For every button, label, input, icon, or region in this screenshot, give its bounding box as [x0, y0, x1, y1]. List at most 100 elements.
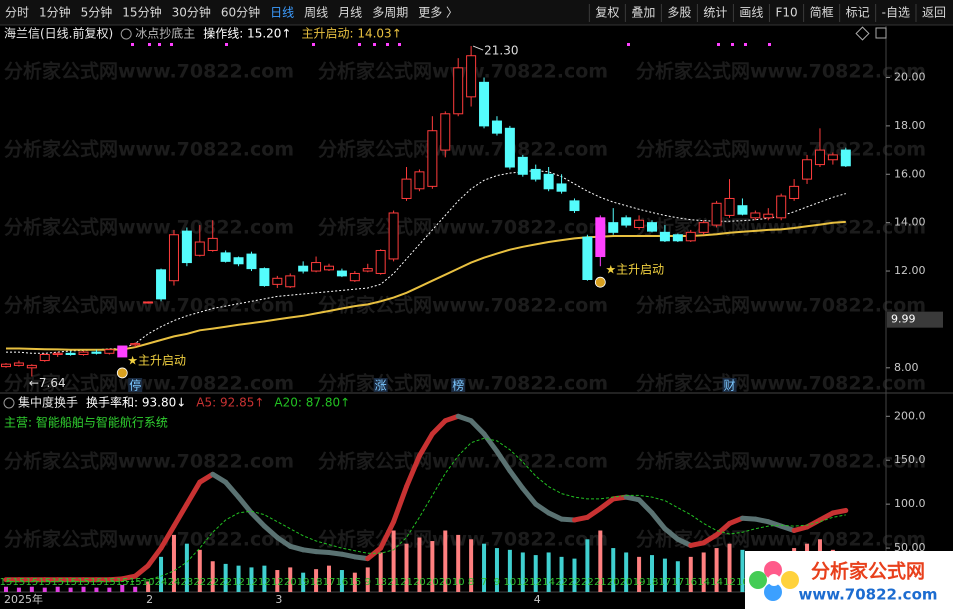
signal-annotation: ★主升启动	[127, 353, 186, 367]
candle-body	[13, 362, 24, 366]
candle-body	[685, 231, 696, 242]
a5-segment	[248, 510, 267, 529]
signal-dot	[398, 43, 401, 46]
tool-button[interactable]: 画线	[739, 6, 763, 20]
tool-button[interactable]: -自选	[882, 6, 910, 20]
signal-dot	[312, 43, 315, 46]
tool-button[interactable]: 返回	[922, 6, 946, 20]
candle-body	[1, 363, 11, 368]
candle-body	[336, 270, 347, 277]
period-tab[interactable]: 5分钟	[81, 5, 113, 20]
business-note: 主营: 智能船舶与智能航行系统	[4, 415, 168, 430]
signal-annotation: ★主升启动	[605, 263, 664, 277]
candle-body	[724, 197, 735, 216]
candle-body	[156, 269, 167, 300]
turnover-bar	[443, 530, 448, 592]
logo-petal	[764, 583, 782, 601]
turnover-bar	[585, 539, 590, 592]
a5-segment	[468, 418, 487, 437]
turnover-bar	[171, 534, 176, 592]
watermark: 分析家公式网www.70822.com	[4, 450, 294, 473]
period-tab[interactable]: 月线	[338, 6, 362, 20]
period-tab[interactable]: 1分钟	[39, 5, 71, 20]
box-icon[interactable]	[875, 27, 887, 39]
tool-button[interactable]: 标记	[846, 6, 870, 20]
turnover-bar	[404, 543, 409, 592]
watermark: 分析家公式网www.70822.com	[4, 60, 294, 83]
watermark: 分析家公式网www.70822.com	[636, 294, 926, 317]
candle-body	[194, 241, 205, 256]
period-tab[interactable]: 周线	[304, 6, 328, 20]
candle-body	[840, 149, 851, 167]
candle-body	[272, 277, 283, 285]
day-value: 16	[684, 577, 697, 588]
day-value: 20	[284, 577, 297, 588]
diamond-icon[interactable]	[855, 26, 870, 41]
signal-dot	[731, 43, 734, 46]
tool-button[interactable]: 复权	[595, 6, 619, 20]
candle-body	[414, 171, 425, 190]
tool-button[interactable]: 统计	[703, 6, 727, 20]
tool-button[interactable]: 简框	[810, 6, 834, 20]
toolbar	[0, 0, 953, 25]
candle-body	[479, 81, 490, 127]
candle-body	[634, 219, 645, 228]
day-value: 22	[581, 577, 594, 588]
y-tick-label: 14.00	[894, 216, 926, 229]
turnover-bar	[81, 586, 86, 592]
event-box	[722, 378, 737, 392]
turnover-bar	[301, 572, 306, 592]
tool-button[interactable]: 叠加	[631, 6, 655, 20]
period-tab[interactable]: 60分钟	[221, 5, 260, 20]
high-label: 21.30	[484, 44, 518, 58]
legend-entry: A20: 87.80↑	[274, 396, 350, 410]
day-value: 17	[671, 577, 684, 588]
turnover-bar	[559, 556, 564, 592]
day-value: 12	[258, 577, 271, 588]
a5-segment	[714, 520, 733, 538]
current-price-box	[887, 311, 943, 328]
candle-body	[698, 222, 709, 233]
period-tab[interactable]: 更多 〉	[418, 6, 458, 20]
watermark: 分析家公式网www.70822.com	[636, 138, 926, 161]
a5-segment	[261, 523, 280, 541]
logo-petal	[781, 571, 799, 589]
period-tab[interactable]: 15分钟	[122, 5, 161, 20]
day-value: 10	[452, 577, 465, 588]
period-tab[interactable]: 30分钟	[172, 5, 211, 20]
turnover-bar	[572, 558, 577, 592]
a20-line	[6, 437, 846, 582]
period-tab[interactable]: 分时	[5, 6, 29, 20]
candle-body	[737, 205, 748, 215]
a5-segment	[481, 431, 500, 454]
y-tick-label: 50.00	[894, 541, 926, 554]
candle-body	[814, 149, 825, 166]
a5-segment	[391, 484, 410, 525]
period-tab[interactable]: 日线	[270, 6, 294, 20]
watermark: 分析家公式网www.70822.com	[4, 216, 294, 239]
day-value: 22	[206, 577, 219, 588]
watermark: 分析家公式网www.70822.com	[318, 216, 608, 239]
signal-dot	[744, 43, 747, 46]
logo-petal	[764, 561, 782, 579]
a5-segment	[132, 563, 151, 579]
price-line	[6, 170, 846, 354]
candle-body	[26, 364, 37, 369]
turnover-bar	[314, 569, 319, 592]
candle-body	[130, 343, 141, 346]
tool-button[interactable]: 多股	[667, 6, 691, 20]
a5-segment	[636, 497, 655, 516]
candle-body	[608, 222, 619, 233]
signal-dot	[131, 43, 134, 46]
tool-button[interactable]: F10	[775, 6, 797, 20]
a5-segment	[416, 431, 435, 459]
day-value: 23	[181, 577, 194, 588]
day-value: 12	[271, 577, 284, 588]
turnover-bar	[637, 556, 642, 592]
turnover-bar	[598, 530, 603, 592]
legend-entry: 操作线: 15.20↑	[203, 26, 291, 41]
day-value: 22	[219, 577, 232, 588]
candle-body	[143, 301, 154, 304]
day-value: 10	[504, 577, 517, 588]
period-tab[interactable]: 多周期	[372, 6, 408, 20]
